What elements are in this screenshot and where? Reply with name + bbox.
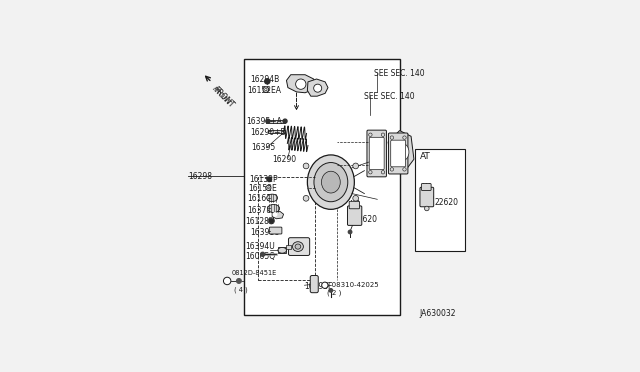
Circle shape <box>329 289 333 292</box>
Text: AT: AT <box>420 152 431 161</box>
Ellipse shape <box>292 242 303 251</box>
Circle shape <box>403 168 406 171</box>
Ellipse shape <box>267 194 278 202</box>
Circle shape <box>390 168 394 171</box>
Text: ( 2 ): ( 2 ) <box>327 289 342 296</box>
Text: 16290+B: 16290+B <box>250 128 285 137</box>
Bar <box>268 130 285 133</box>
Ellipse shape <box>295 244 301 249</box>
FancyBboxPatch shape <box>349 201 360 209</box>
Text: 16132P: 16132P <box>249 175 278 184</box>
Bar <box>243 59 399 315</box>
Circle shape <box>269 219 273 223</box>
FancyBboxPatch shape <box>391 140 406 167</box>
Text: S: S <box>323 283 327 288</box>
Circle shape <box>424 206 429 211</box>
Bar <box>415 149 465 251</box>
Circle shape <box>303 163 309 169</box>
Text: 16378U: 16378U <box>247 206 277 215</box>
Text: SEE SEC. 140: SEE SEC. 140 <box>364 92 415 101</box>
Circle shape <box>260 252 265 256</box>
Text: 16298: 16298 <box>188 172 212 181</box>
Bar <box>258 177 315 280</box>
Circle shape <box>266 119 270 123</box>
Text: 0812D-8451E: 0812D-8451E <box>232 270 276 276</box>
Text: B: B <box>225 279 230 283</box>
Circle shape <box>403 136 406 139</box>
Circle shape <box>237 279 241 283</box>
Circle shape <box>273 213 276 216</box>
FancyBboxPatch shape <box>310 276 318 293</box>
Text: 16395+A: 16395+A <box>246 118 282 126</box>
FancyBboxPatch shape <box>369 137 384 170</box>
FancyBboxPatch shape <box>289 238 310 256</box>
FancyBboxPatch shape <box>367 130 387 177</box>
Text: 16395: 16395 <box>252 143 275 152</box>
Circle shape <box>303 195 309 201</box>
Text: 22620: 22620 <box>354 215 378 224</box>
Circle shape <box>223 277 231 285</box>
Ellipse shape <box>307 155 355 209</box>
Circle shape <box>381 170 385 174</box>
Circle shape <box>283 119 287 123</box>
Text: 16128U: 16128U <box>246 217 275 226</box>
Text: S 08310-42025: S 08310-42025 <box>324 282 378 288</box>
Circle shape <box>266 185 271 190</box>
Text: 16161U: 16161U <box>247 194 276 203</box>
Circle shape <box>369 170 372 174</box>
Circle shape <box>267 177 271 182</box>
Text: 16394U: 16394U <box>245 242 275 251</box>
Text: JA630032: JA630032 <box>420 309 456 318</box>
Polygon shape <box>388 131 414 171</box>
Text: 16152EA: 16152EA <box>247 86 281 95</box>
Bar <box>285 244 291 248</box>
Ellipse shape <box>268 205 280 212</box>
Circle shape <box>353 195 358 201</box>
FancyBboxPatch shape <box>269 227 282 234</box>
Circle shape <box>265 79 270 84</box>
Circle shape <box>314 84 322 92</box>
Circle shape <box>263 87 269 93</box>
Circle shape <box>353 163 358 169</box>
Bar <box>278 247 287 253</box>
Text: 16290: 16290 <box>272 155 296 164</box>
Polygon shape <box>272 211 284 219</box>
Circle shape <box>268 187 269 189</box>
FancyBboxPatch shape <box>421 183 431 190</box>
Circle shape <box>322 282 328 288</box>
FancyBboxPatch shape <box>388 133 408 174</box>
Text: FRONT: FRONT <box>211 85 232 106</box>
Text: 16294B: 16294B <box>251 75 280 84</box>
Text: 16065Q: 16065Q <box>245 251 275 260</box>
Text: ( 4 ): ( 4 ) <box>234 287 248 293</box>
Circle shape <box>265 89 267 91</box>
Circle shape <box>296 79 306 89</box>
Ellipse shape <box>314 163 348 202</box>
Ellipse shape <box>396 144 409 161</box>
Circle shape <box>381 133 385 137</box>
Text: SEE SEC. 140: SEE SEC. 140 <box>374 69 424 78</box>
Polygon shape <box>287 75 315 93</box>
Ellipse shape <box>321 171 340 193</box>
Bar <box>268 120 285 122</box>
Text: 16152E: 16152E <box>248 184 276 193</box>
FancyBboxPatch shape <box>420 187 434 207</box>
Circle shape <box>348 230 352 234</box>
FancyBboxPatch shape <box>348 206 362 225</box>
Text: FRONT: FRONT <box>211 85 236 110</box>
Text: 16391U: 16391U <box>250 228 280 237</box>
Polygon shape <box>307 79 328 96</box>
Circle shape <box>390 136 394 139</box>
Ellipse shape <box>278 247 287 253</box>
Text: 22620: 22620 <box>435 198 458 207</box>
Circle shape <box>369 133 372 137</box>
Text: 16298F: 16298F <box>305 282 333 291</box>
